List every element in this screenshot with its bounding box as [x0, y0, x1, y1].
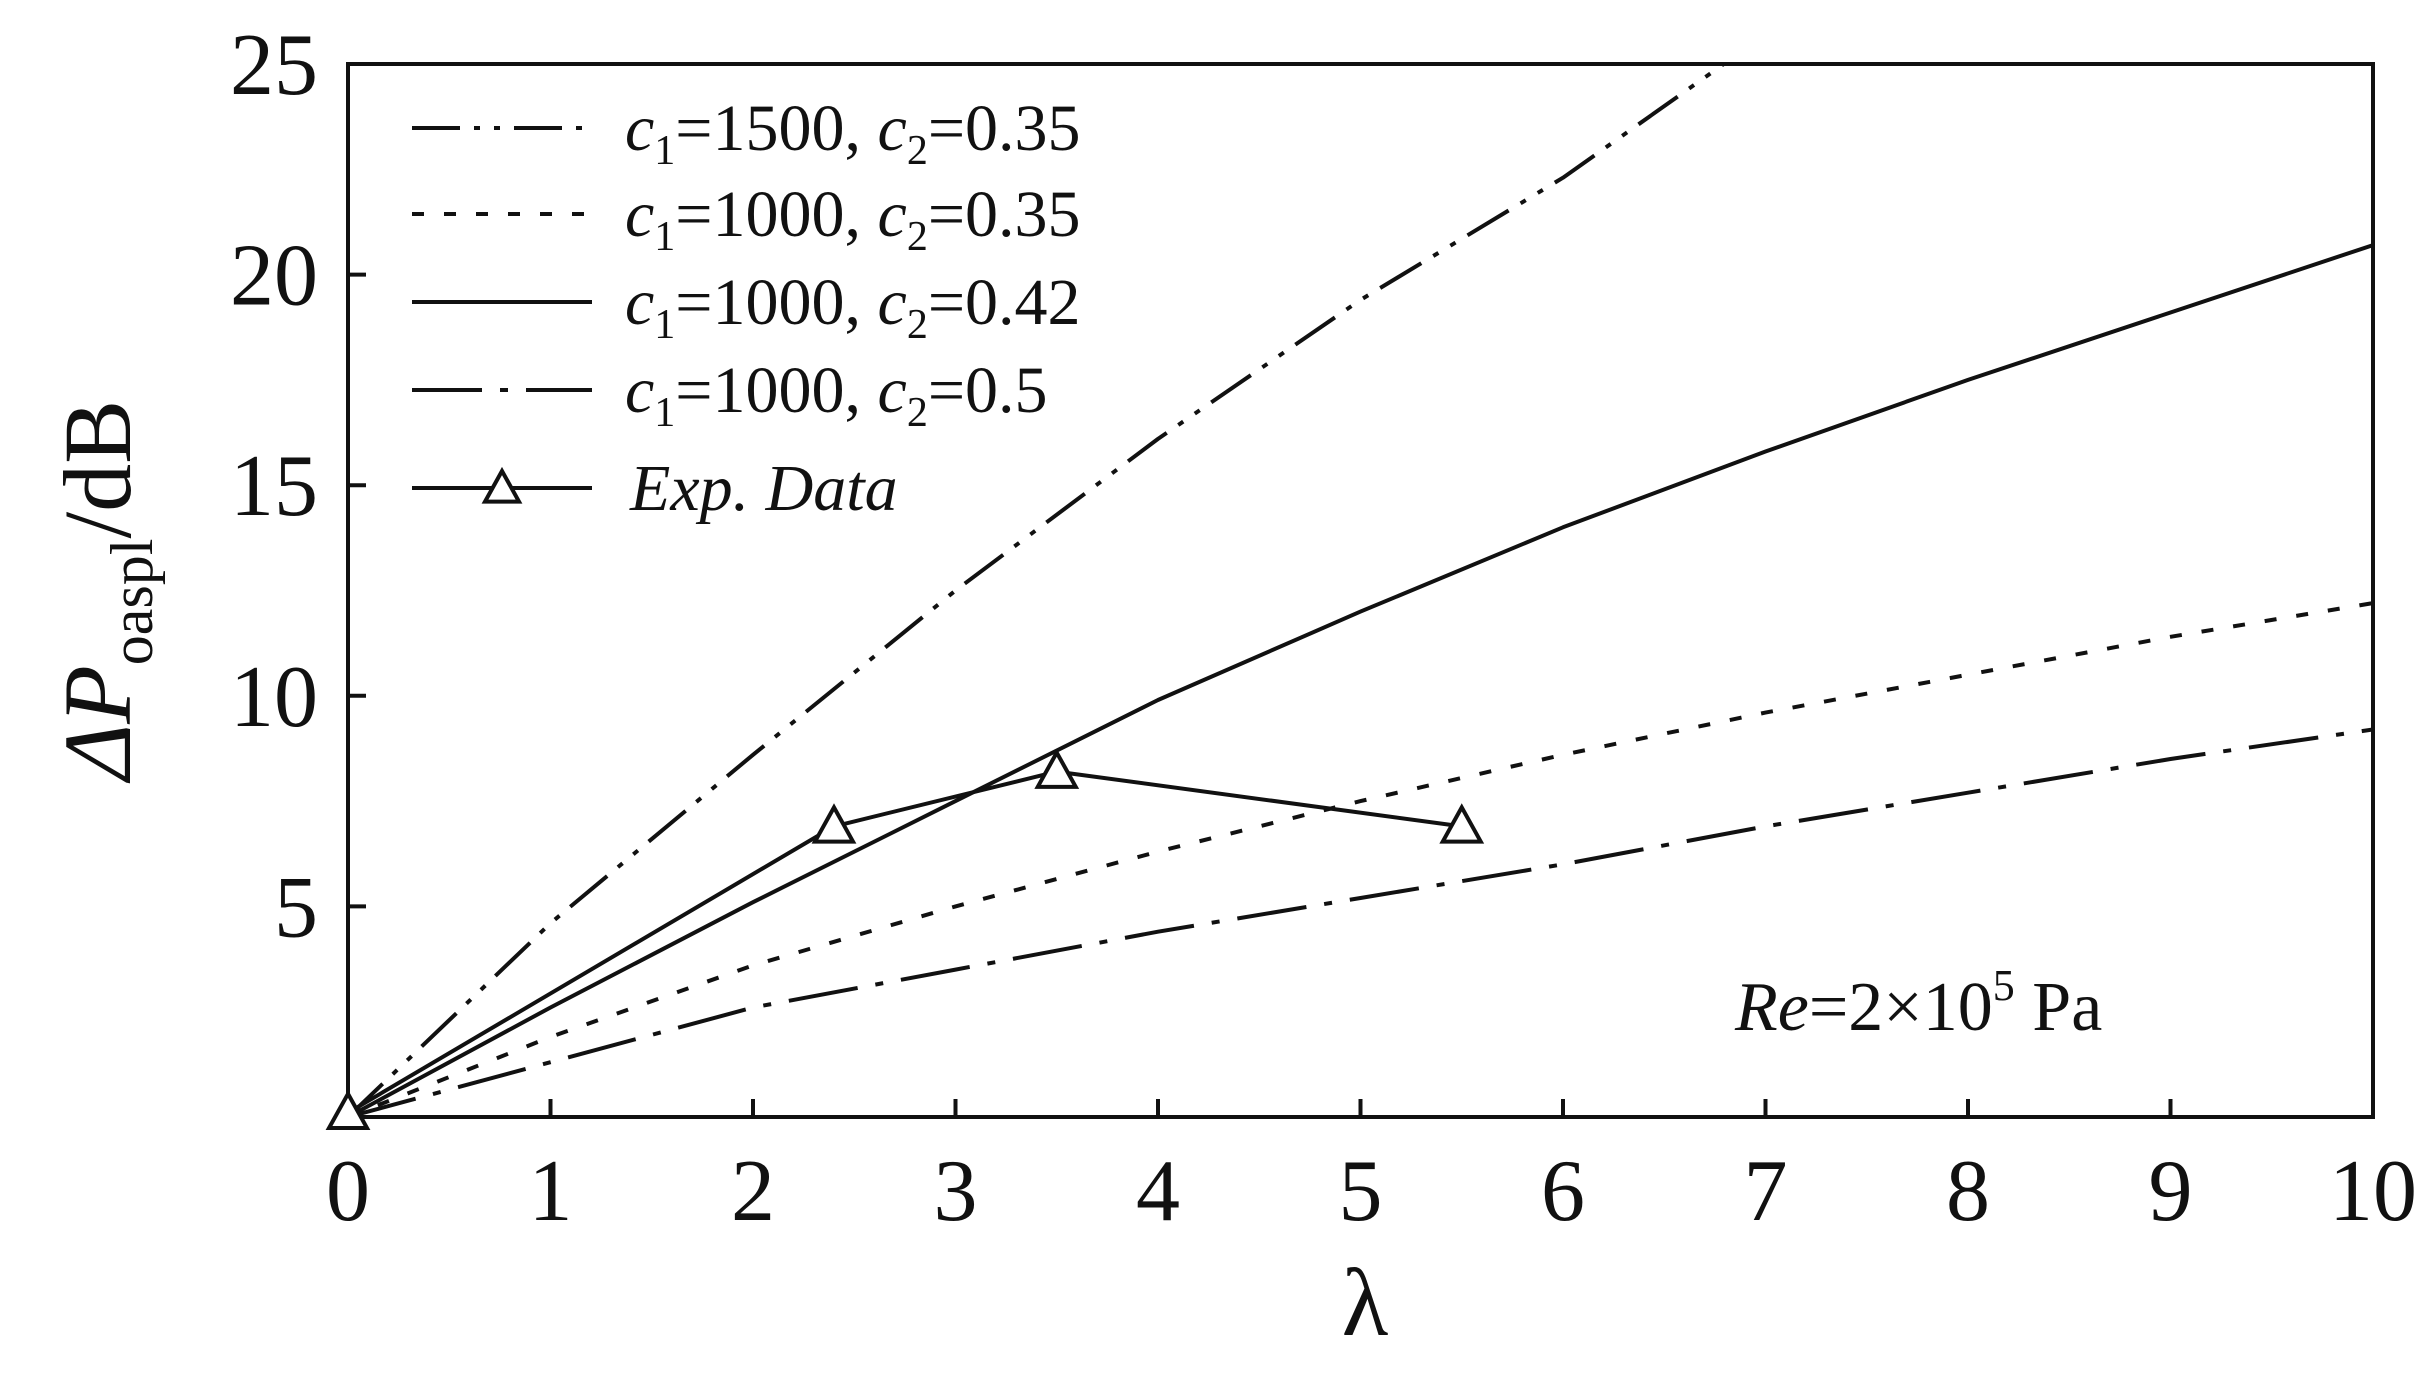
y-axis-symbol: ΔP [44, 665, 151, 784]
y-tick-label: 10 [230, 649, 318, 746]
series-layer [348, 64, 2373, 1117]
exp-data-point-2 [811, 803, 857, 844]
x-tick-label: 9 [2149, 1143, 2193, 1240]
y-tick-label: 25 [230, 17, 318, 114]
series-line-1 [348, 64, 1728, 1117]
x-tick-label: 4 [1136, 1143, 1180, 1240]
legend-label-2: c1=1000, c2=0.35 [625, 178, 1081, 260]
y-axis-label: ΔPoaspl/dB [44, 400, 165, 784]
y-tick-label: 20 [230, 228, 318, 325]
x-tick-label: 1 [529, 1143, 573, 1240]
exp-data-point-4 [1439, 803, 1485, 844]
x-tick-label: 7 [1744, 1143, 1788, 1240]
series-line-4 [348, 727, 2373, 1117]
y-axis-unit: /dB [44, 400, 151, 539]
x-tick-label: 0 [326, 1143, 370, 1240]
exp-data-point-1 [325, 1089, 371, 1130]
axis-ticks: 0 1 2 3 4 5 6 7 8 9 10 5 10 15 20 25 [230, 17, 2417, 1240]
legend-triangle-marker [481, 466, 523, 504]
x-axis-label: λ [1342, 1249, 1389, 1356]
re-annotation: Re=2×105 Pa [1734, 961, 2102, 1046]
x-tick-label: 8 [1946, 1143, 1990, 1240]
legend-label-1: c1=1500, c2=0.35 [625, 92, 1081, 174]
x-tick-label: 3 [934, 1143, 978, 1240]
series-line-3 [348, 243, 2373, 1117]
legend-label-4: c1=1000, c2=0.5 [625, 354, 1048, 436]
series-line-2 [348, 601, 2373, 1117]
y-axis-subscript: oaspl [99, 539, 165, 666]
y-tick-label: 5 [274, 859, 318, 956]
x-tick-label: 2 [731, 1143, 775, 1240]
legend-label-3: c1=1000, c2=0.42 [625, 266, 1081, 348]
y-tick-label: 15 [230, 438, 318, 535]
exp-data-point-3 [1034, 748, 1080, 789]
legend-label-5: Exp. Data [629, 452, 898, 525]
series-line-5 [348, 769, 1463, 1115]
x-tick-label: 10 [2329, 1143, 2417, 1240]
x-tick-label: 6 [1541, 1143, 1585, 1240]
x-tick-label: 5 [1339, 1143, 1383, 1240]
